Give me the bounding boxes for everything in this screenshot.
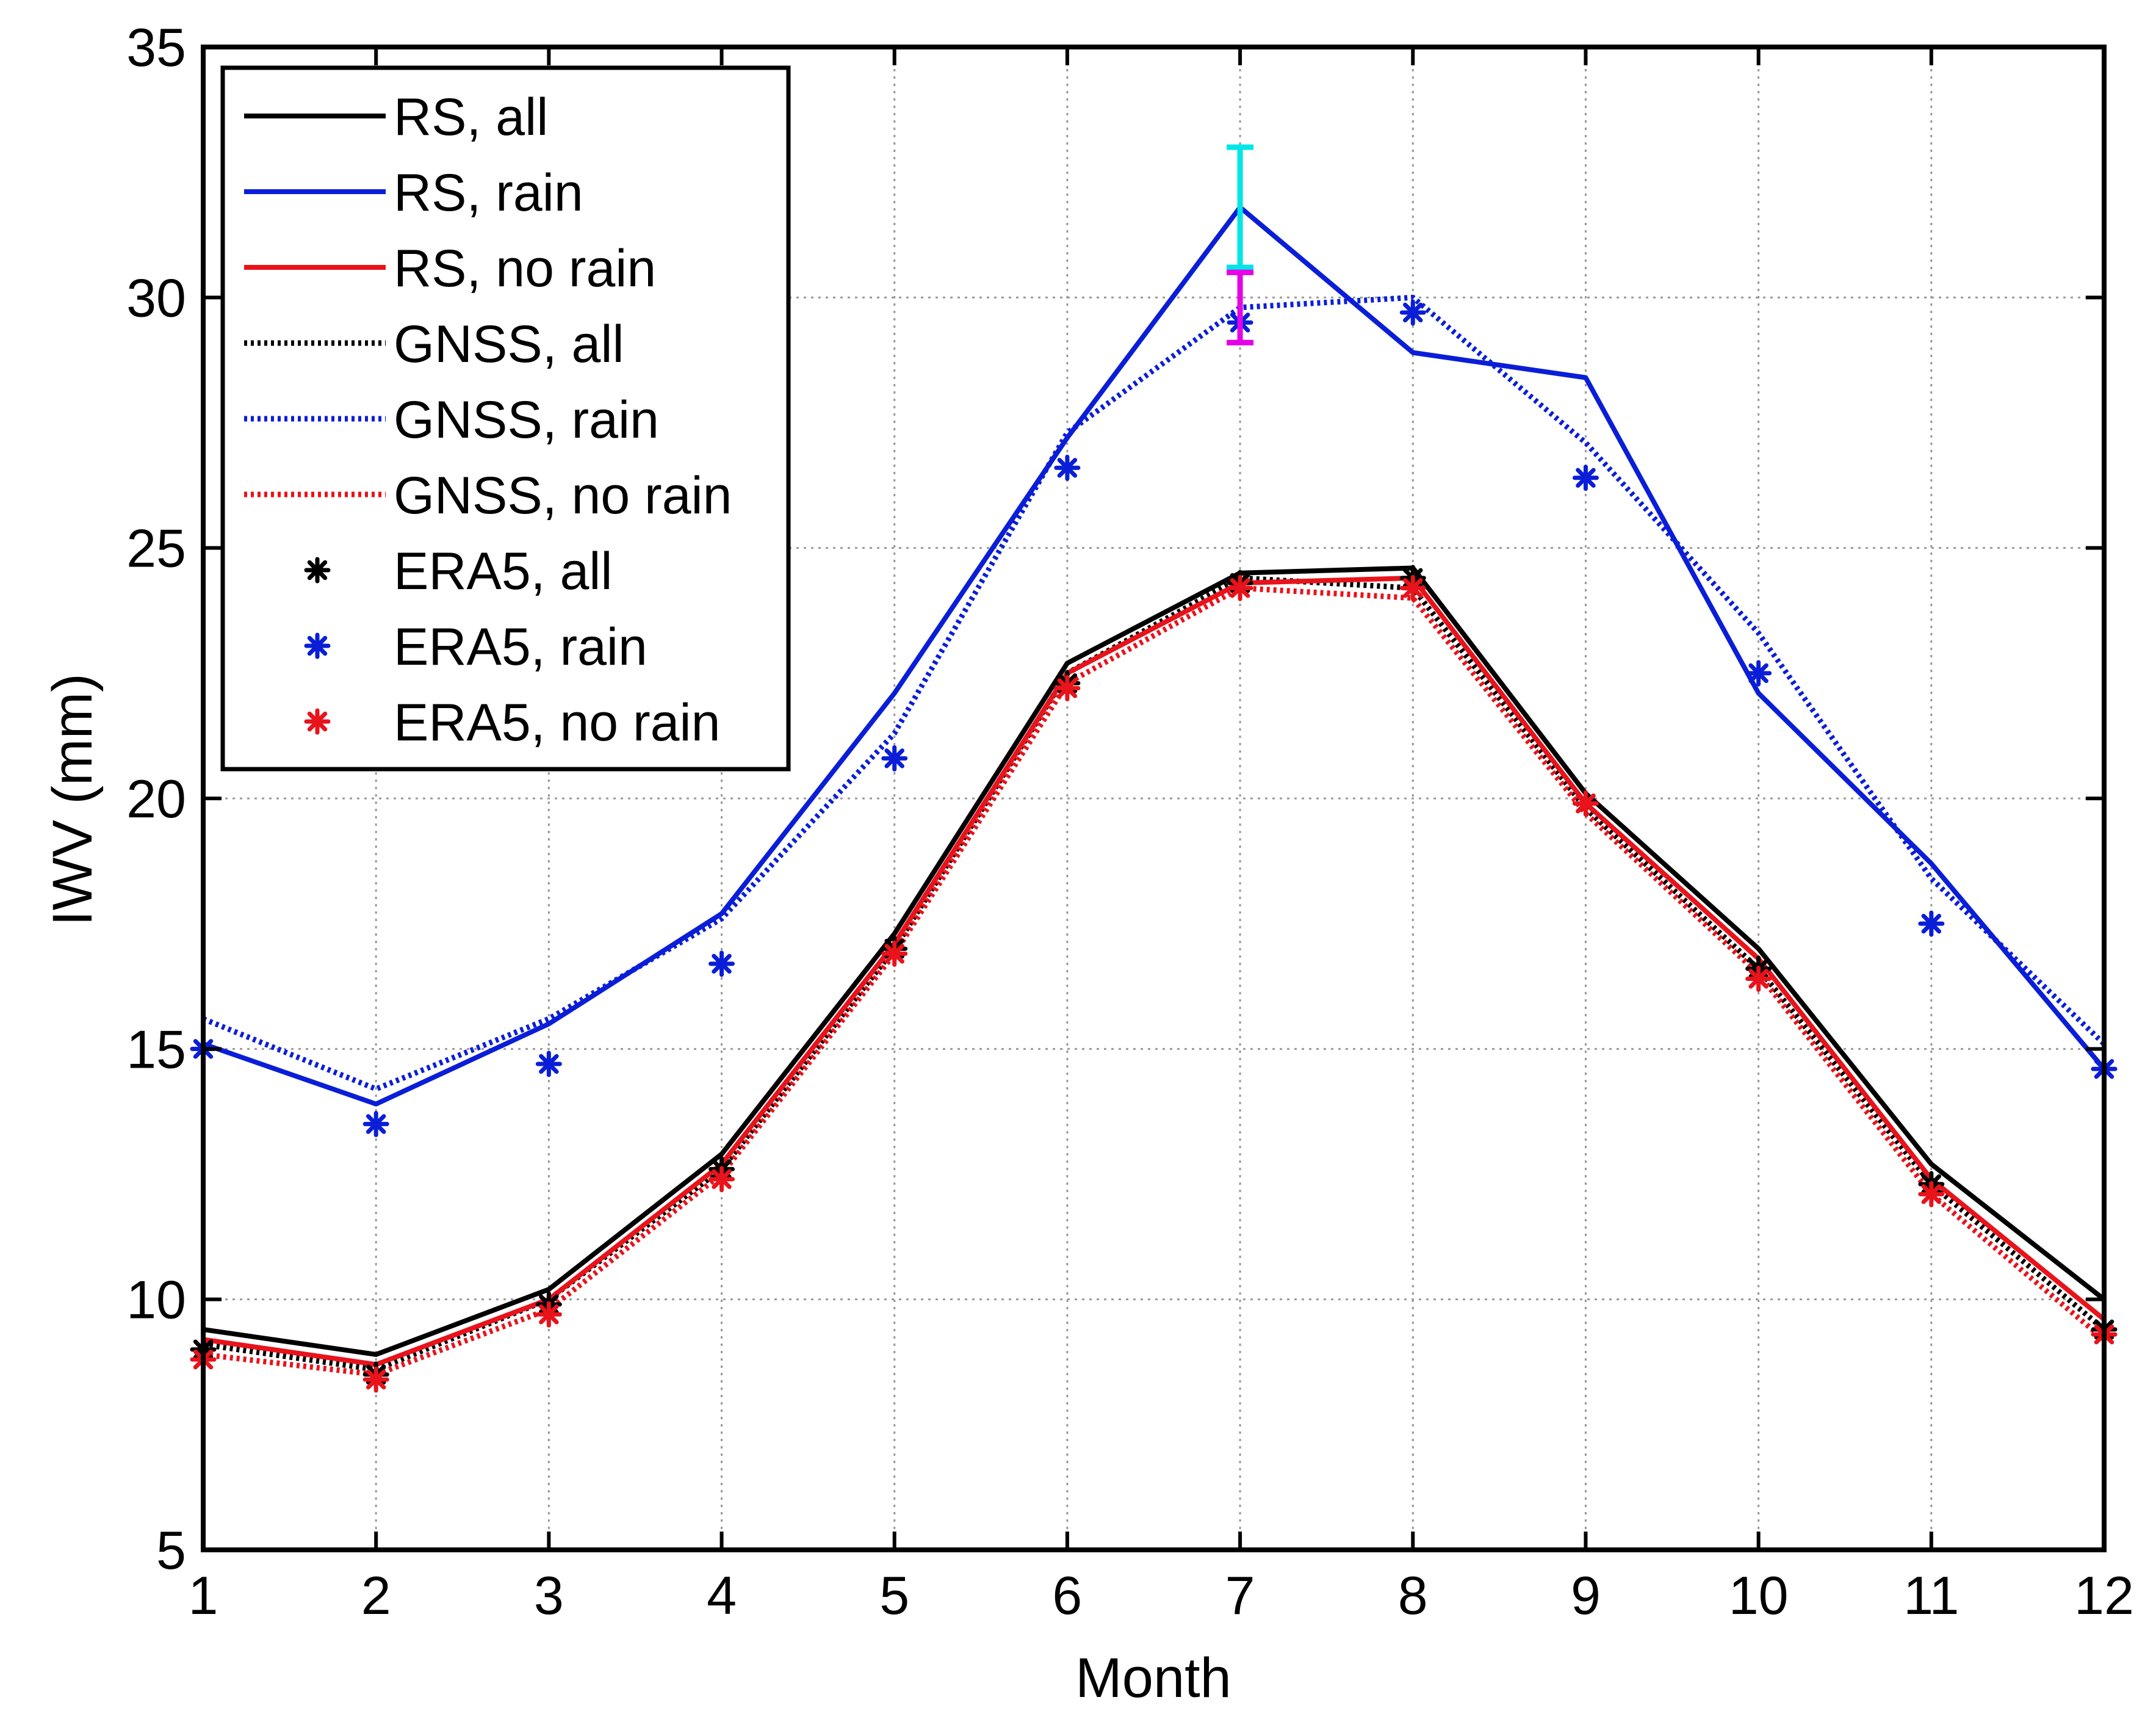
era5-rain-marker: [1572, 465, 1599, 491]
x-tick-label: 8: [1398, 1565, 1428, 1626]
legend-era5-rain-label: ERA5, rain: [394, 618, 647, 676]
x-axis-label: Month: [1075, 1647, 1231, 1709]
x-tick-label: 1: [189, 1565, 218, 1626]
era5-rain-marker: [881, 745, 908, 772]
legend-era5-no-rain-label: ERA5, no rain: [394, 693, 720, 752]
era5-rain-marker: [1918, 910, 1945, 937]
x-tick-label: 3: [534, 1565, 564, 1626]
era5-rain-marker: [535, 1051, 562, 1077]
legend-era5-all-marker: [304, 557, 331, 584]
era5-rain-marker: [1054, 454, 1081, 481]
era5-rain-marker: [362, 1110, 389, 1137]
gnss-no-rain-line: [203, 585, 2106, 1378]
era5-no-rain-marker: [708, 1166, 735, 1193]
era5-no-rain-marker: [1399, 574, 1426, 601]
era5-no-rain-marker: [881, 940, 908, 967]
x-tick-label: 4: [707, 1565, 737, 1626]
y-tick-label: 35: [126, 17, 186, 78]
x-tick-label: 9: [1571, 1565, 1601, 1626]
rs-rain-uncertainty-bar: [1227, 144, 1254, 270]
legend-era5-rain-marker: [304, 632, 331, 659]
era5-rain-marker: [1399, 299, 1426, 326]
x-tick-label: 12: [2074, 1565, 2134, 1626]
series-layer: [190, 204, 2118, 1393]
x-tick-label: 10: [1729, 1565, 1789, 1626]
era5-no-rain-marker: [362, 1366, 389, 1393]
era5-no-rain-marker: [1572, 790, 1599, 817]
legend-rs-all-label: RS, all: [394, 88, 548, 147]
legend-gnss-no-rain-label: GNSS, no rain: [394, 466, 732, 525]
era5-no-rain-marker: [535, 1301, 562, 1328]
era5-no-rain-marker: [1918, 1181, 1945, 1207]
x-tick-label: 11: [1903, 1565, 1959, 1626]
era5-rain-marker: [708, 950, 735, 977]
y-tick-label: 20: [126, 769, 186, 829]
gnss-rain-uncertainty-bar: [1227, 269, 1254, 345]
y-tick-label: 15: [126, 1019, 186, 1079]
y-tick-label: 25: [126, 518, 186, 579]
era5-no-rain-marker: [1054, 675, 1081, 701]
legend-rs-rain-label: RS, rain: [394, 164, 583, 222]
legend-era5-all-label: ERA5, all: [394, 542, 613, 601]
era5-rain-marker: [1745, 660, 1772, 687]
x-tick-label: 5: [879, 1565, 909, 1626]
era5-no-rain-marker: [1227, 574, 1253, 601]
x-tick-label: 7: [1225, 1565, 1255, 1626]
legend-gnss-rain-label: GNSS, rain: [394, 391, 659, 449]
rs-all-line: [203, 565, 2106, 1357]
legend-gnss-all-label: GNSS, all: [394, 315, 624, 374]
y-tick-label: 5: [156, 1520, 186, 1580]
legend-rs-no-rain-label: RS, no rain: [394, 239, 656, 298]
y-tick-label: 30: [126, 267, 186, 328]
legend: RS, all RS, rain RS, no rain GNSS, all GNSS,…: [220, 65, 791, 772]
rs-rain-line: [202, 204, 2107, 1107]
y-axis-label: IWV (mm): [41, 673, 104, 926]
x-tick-label: 2: [361, 1565, 391, 1626]
x-tick-label: 6: [1052, 1565, 1082, 1626]
legend-era5-no-rain-marker: [304, 708, 331, 735]
era5-no-rain-marker: [1745, 965, 1772, 992]
y-tick-label: 10: [126, 1270, 186, 1330]
rs-no-rain-line: [203, 575, 2106, 1367]
error-bar-layer: [1227, 144, 1254, 345]
